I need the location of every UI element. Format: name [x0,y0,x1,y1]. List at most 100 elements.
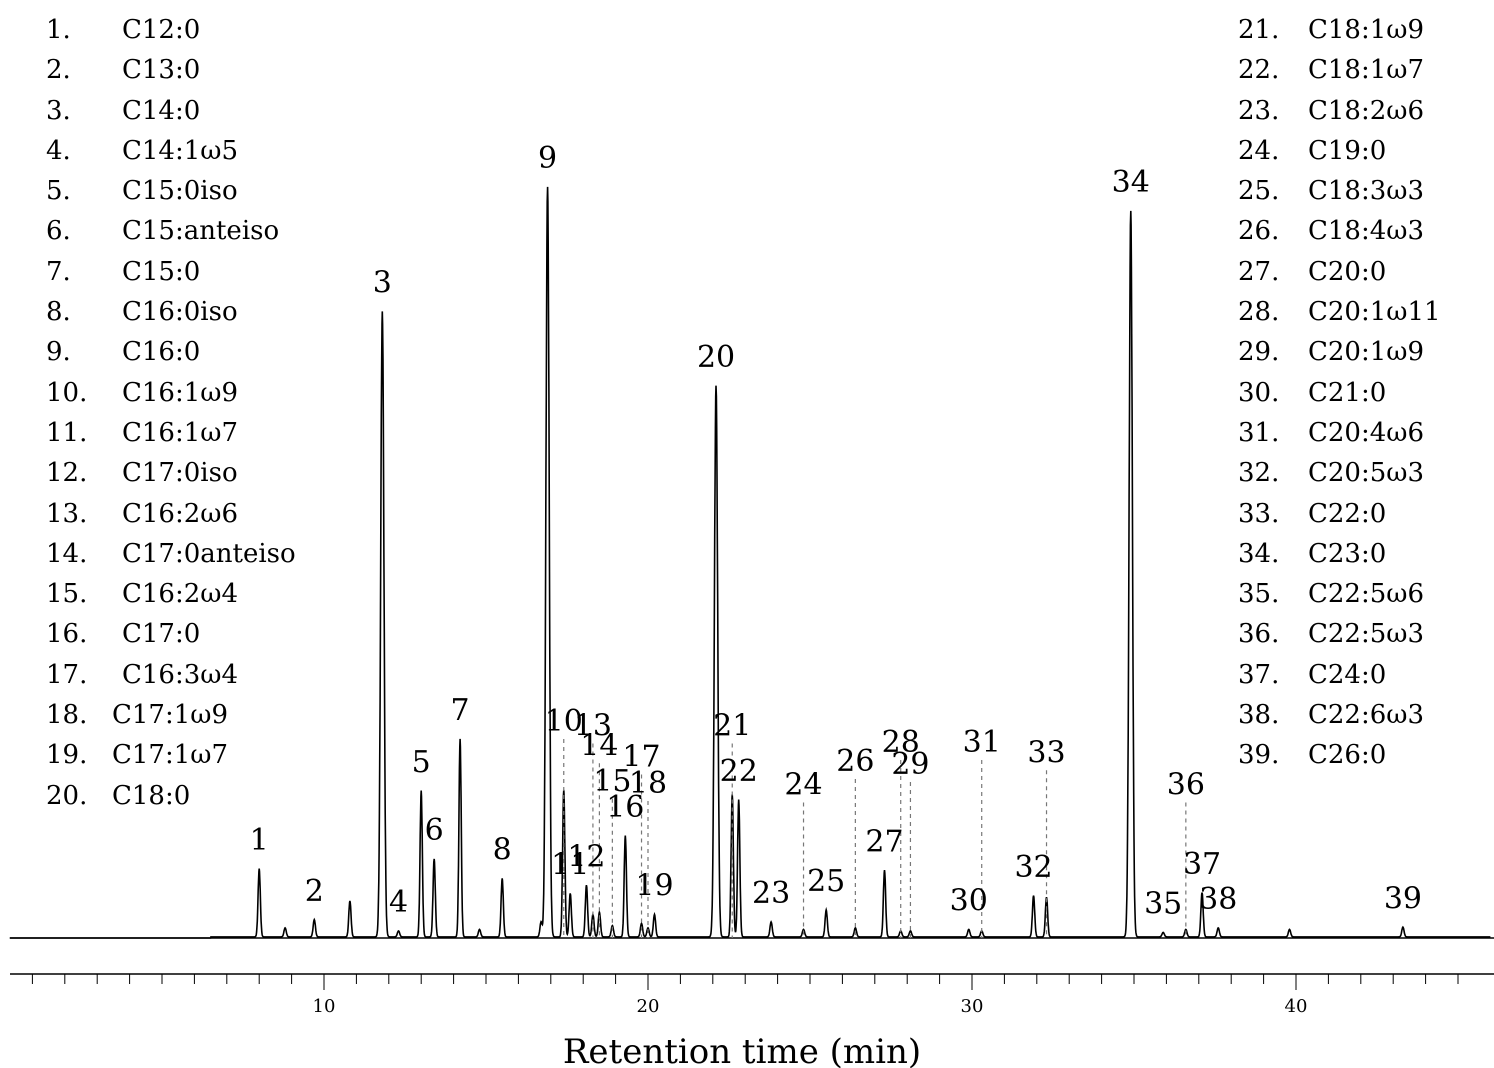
x-axis-ticks: 10 20 30 40 [31,974,1459,1017]
legend-compound-name: C15:anteiso [122,216,280,247]
legend-item: 19. C17:1ω7 [46,735,466,775]
legend-compound-name: C16:1ω7 [122,417,239,448]
legend-number: 25. [1238,176,1280,207]
legend-number: 4. [46,135,71,166]
legend-number: 22. [1238,55,1280,86]
legend-number: 26. [1238,216,1280,247]
legend-compound-name: C18:1ω9 [1308,15,1425,45]
legend-number: 24. [1238,135,1280,166]
legend-right: 21. C18:1ω9 22. C18:1ω7 23. C18:2ω6 24. C19:0 25… [1238,10,1494,776]
peak-label-26: 26 [836,744,874,779]
legend-number: 28. [1238,297,1280,328]
peak-label-32: 32 [1014,850,1052,885]
legend-compound-name: C13:0 [122,55,201,86]
legend-compound-name: C15:0 [122,256,201,287]
x-axis-title: Retention time (min) [563,1032,921,1068]
peak-label-30: 30 [950,884,988,919]
legend-number: 33. [1238,498,1280,529]
legend-compound-name: C18:3ω3 [1308,176,1425,207]
legend-number: 21. [1238,15,1280,45]
peak-label-13: 13 [574,709,612,744]
peak-label-35: 35 [1144,887,1182,922]
legend-number: 9. [46,337,71,368]
legend-number: 3. [46,95,71,126]
legend-item: 9. C16:0 [46,332,466,372]
legend-item: 29. C20:1ω9 [1238,332,1494,372]
legend-number: 34. [1238,538,1280,569]
legend-item: 37. C24:0 [1238,655,1494,695]
legend-compound-name: C16:2ω4 [122,579,239,610]
legend-item: 39. C26:0 [1238,735,1494,775]
peak-label-29: 29 [891,747,929,782]
legend-item: 20. C18:0 [46,776,466,816]
legend-number: 11. [46,417,88,448]
legend-compound-name: C16:3ω4 [122,659,239,690]
legend-compound-name: C20:4ω6 [1308,417,1425,448]
legend-item: 22. C18:1ω7 [1238,50,1494,90]
legend-number: 37. [1238,659,1280,690]
peak-label-11: 11 [551,848,589,883]
legend-item: 11. C16:1ω7 [46,413,466,453]
legend-item: 31. C20:4ω6 [1238,413,1494,453]
legend-item: 8. C16:0iso [46,292,466,332]
legend-number: 5. [46,176,71,207]
peak-label-5: 5 [412,745,431,780]
peak-label-3: 3 [373,266,392,301]
legend-item: 28. C20:1ω11 [1238,292,1494,332]
legend-number: 14. [46,538,88,569]
legend-number: 10. [46,377,88,408]
peak-label-15: 15 [593,764,631,799]
legend-number: 35. [1238,579,1280,610]
x-tick-label: 40 [1285,996,1308,1017]
peak-label-18: 18 [629,766,667,801]
legend-number: 1. [46,15,71,45]
legend-item: 14. C17:0anteiso [46,534,466,574]
legend-item: 17. C16:3ω4 [46,655,466,695]
peak-label-33: 33 [1027,735,1065,770]
legend-number: 19. [46,740,88,771]
legend-item: 4. C14:1ω5 [46,131,466,171]
legend-item: 1. C12:0 [46,10,466,50]
legend-item: 3. C14:0 [46,91,466,131]
peak-label-19: 19 [635,869,673,904]
legend-compound-name: C20:1ω11 [1308,297,1441,328]
x-tick-label: 30 [961,996,984,1017]
legend-compound-name: C24:0 [1308,659,1387,690]
legend-item: 38. C22:6ω3 [1238,695,1494,735]
legend-compound-name: C17:0iso [122,458,238,489]
legend-item: 26. C18:4ω3 [1238,211,1494,251]
legend-number: 29. [1238,337,1280,368]
peak-label-36: 36 [1167,768,1205,803]
legend-compound-name: C26:0 [1308,740,1387,771]
peak-label-16: 16 [606,790,644,825]
legend-number: 6. [46,216,71,247]
legend-item: 2. C13:0 [46,50,466,90]
peak-label-20: 20 [697,340,735,375]
legend-compound-name: C22:5ω6 [1308,579,1425,610]
legend-number: 31. [1238,417,1280,448]
legend-item: 36. C22:5ω3 [1238,614,1494,654]
legend-item: 6. C15:anteiso [46,211,466,251]
peak-label-34: 34 [1112,165,1150,200]
peak-label-27: 27 [865,824,903,859]
legend-compound-name: C20:0 [1308,256,1387,287]
peak-label-6: 6 [425,813,444,848]
legend-compound-name: C15:0iso [122,176,238,207]
legend-number: 30. [1238,377,1280,408]
legend-number: 20. [46,780,88,811]
legend-item: 23. C18:2ω6 [1238,91,1494,131]
legend-compound-name: C20:5ω3 [1308,458,1425,489]
legend-number: 13. [46,498,88,529]
legend-item: 18. C17:1ω9 [46,695,466,735]
peak-label-39: 39 [1384,881,1422,916]
legend-number: 7. [46,256,71,287]
legend-item: 33. C22:0 [1238,494,1494,534]
peak-labels: 1234567891011121314151617181920212223242… [250,141,1422,922]
peak-label-4: 4 [389,885,408,920]
peak-label-8: 8 [493,833,512,868]
legend-number: 27. [1238,256,1280,287]
legend-compound-name: C22:6ω3 [1308,700,1425,731]
legend-compound-name: C22:5ω3 [1308,619,1425,650]
legend-number: 17. [46,659,88,690]
legend-item: 24. C19:0 [1238,131,1494,171]
